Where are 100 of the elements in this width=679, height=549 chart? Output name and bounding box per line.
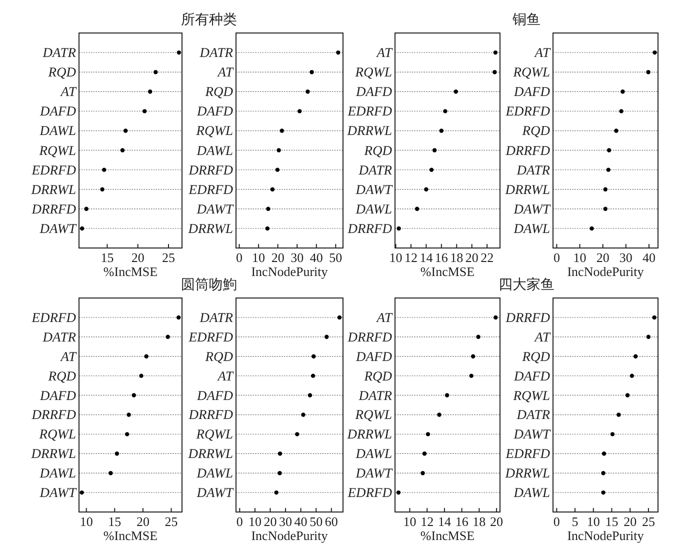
x-axis-title: %IncMSE: [103, 264, 158, 279]
y-tick-label: AT: [376, 310, 394, 325]
chart-title: 所有种类: [181, 12, 237, 28]
x-tick-label: 16: [455, 514, 469, 529]
y-tick-label: DAWL: [354, 201, 392, 216]
y-tick-label: DAFD: [39, 388, 76, 403]
point: [601, 470, 606, 476]
point: [625, 393, 630, 398]
x-tick-label: 40: [310, 250, 323, 265]
point: [602, 452, 606, 456]
point: [469, 374, 474, 378]
y-tick-label: DRRFD: [188, 407, 234, 422]
point: [652, 315, 656, 320]
point: [603, 187, 608, 192]
y-tick-label: EDRFD: [188, 329, 234, 344]
x-tick-label: 14: [420, 250, 434, 265]
point: [298, 109, 302, 114]
point: [274, 490, 278, 495]
y-tick-label: DATR: [358, 388, 393, 403]
x-tick-label: 25: [164, 514, 178, 529]
x-tick-label: 25: [642, 514, 655, 529]
y-tick-label: DAWL: [512, 220, 550, 236]
y-tick-label: DRRWL: [504, 182, 550, 197]
y-tick-label: AT: [216, 64, 234, 80]
y-tick-label: RQD: [363, 142, 392, 158]
y-tick-label: DAWT: [38, 220, 78, 236]
point: [308, 393, 312, 398]
y-tick-label: DRRFD: [504, 142, 550, 158]
point: [634, 354, 638, 358]
y-tick-label: EDRFD: [346, 485, 392, 500]
point: [142, 109, 147, 114]
point: [270, 187, 275, 192]
y-tick-label: AT: [60, 84, 78, 100]
x-tick-label: 30: [279, 514, 292, 529]
x-tick-label: 15: [108, 514, 122, 529]
point: [80, 226, 84, 231]
point: [444, 393, 450, 398]
point: [108, 470, 113, 476]
point: [493, 50, 498, 55]
point: [154, 70, 158, 74]
point: [476, 334, 480, 340]
y-tick-label: EDRFD: [30, 162, 76, 178]
x-tick-label: 14: [438, 514, 452, 529]
x-tick-label: 30: [619, 250, 632, 265]
x-tick-label: 15: [100, 250, 114, 265]
x-tick-label: 22: [480, 250, 494, 265]
y-tick-label: DAWT: [38, 485, 78, 500]
point: [301, 412, 306, 417]
y-tick-label: DRRWL: [504, 466, 550, 481]
x-axis-title: IncNodePurity: [567, 264, 644, 279]
y-tick-label: RQWL: [512, 388, 550, 403]
x-tick-label: 20: [596, 250, 610, 265]
y-tick-label: DRRFD: [30, 407, 76, 422]
y-tick-label: EDRFD: [346, 104, 392, 119]
point: [396, 226, 401, 231]
y-tick-label: DAFD: [39, 104, 76, 119]
x-tick-label: 20: [271, 250, 284, 265]
y-tick-label: EDRFD: [504, 104, 550, 119]
point: [139, 374, 144, 378]
point: [494, 315, 498, 320]
x-tick-label: 10: [403, 514, 416, 529]
point: [616, 412, 621, 417]
point: [439, 128, 444, 133]
point: [429, 168, 434, 172]
chart-title: 圆筒吻鮈: [181, 277, 237, 293]
x-tick-label: 12: [420, 514, 434, 529]
point: [123, 128, 128, 133]
y-tick-label: DATR: [516, 407, 551, 422]
y-tick-label: RQD: [204, 84, 234, 100]
y-tick-label: DRRFD: [346, 220, 392, 236]
x-tick-label: 0: [553, 250, 560, 265]
point: [100, 187, 104, 192]
point: [84, 206, 88, 212]
chart-title: 四大家鱼: [498, 277, 554, 293]
y-tick-label: RQWL: [512, 64, 550, 80]
y-tick-label: DAFD: [513, 368, 550, 384]
x-axis-title: %IncMSE: [420, 264, 475, 279]
y-tick-label: RQD: [47, 368, 76, 384]
point: [492, 70, 497, 74]
y-tick-label: AT: [534, 45, 552, 60]
y-tick-label: RQWL: [195, 426, 233, 442]
point: [424, 187, 428, 192]
point: [610, 432, 615, 436]
point: [426, 432, 430, 436]
y-tick-label: DAWT: [354, 182, 394, 197]
y-tick-label: DRRWL: [187, 220, 233, 236]
y-tick-label: DAWL: [354, 446, 392, 462]
y-tick-label: DAWL: [38, 466, 76, 481]
point: [266, 206, 270, 212]
point: [614, 128, 618, 133]
x-tick-label: 10: [586, 514, 600, 529]
x-tick-label: 20: [624, 514, 637, 529]
y-tick-label: RQD: [204, 348, 234, 364]
y-tick-label: DAFD: [355, 348, 392, 364]
point: [275, 168, 280, 172]
y-tick-label: RQD: [521, 123, 550, 138]
point: [310, 374, 316, 378]
x-tick-label: 50: [329, 250, 342, 265]
point: [265, 226, 270, 231]
point: [454, 90, 458, 94]
